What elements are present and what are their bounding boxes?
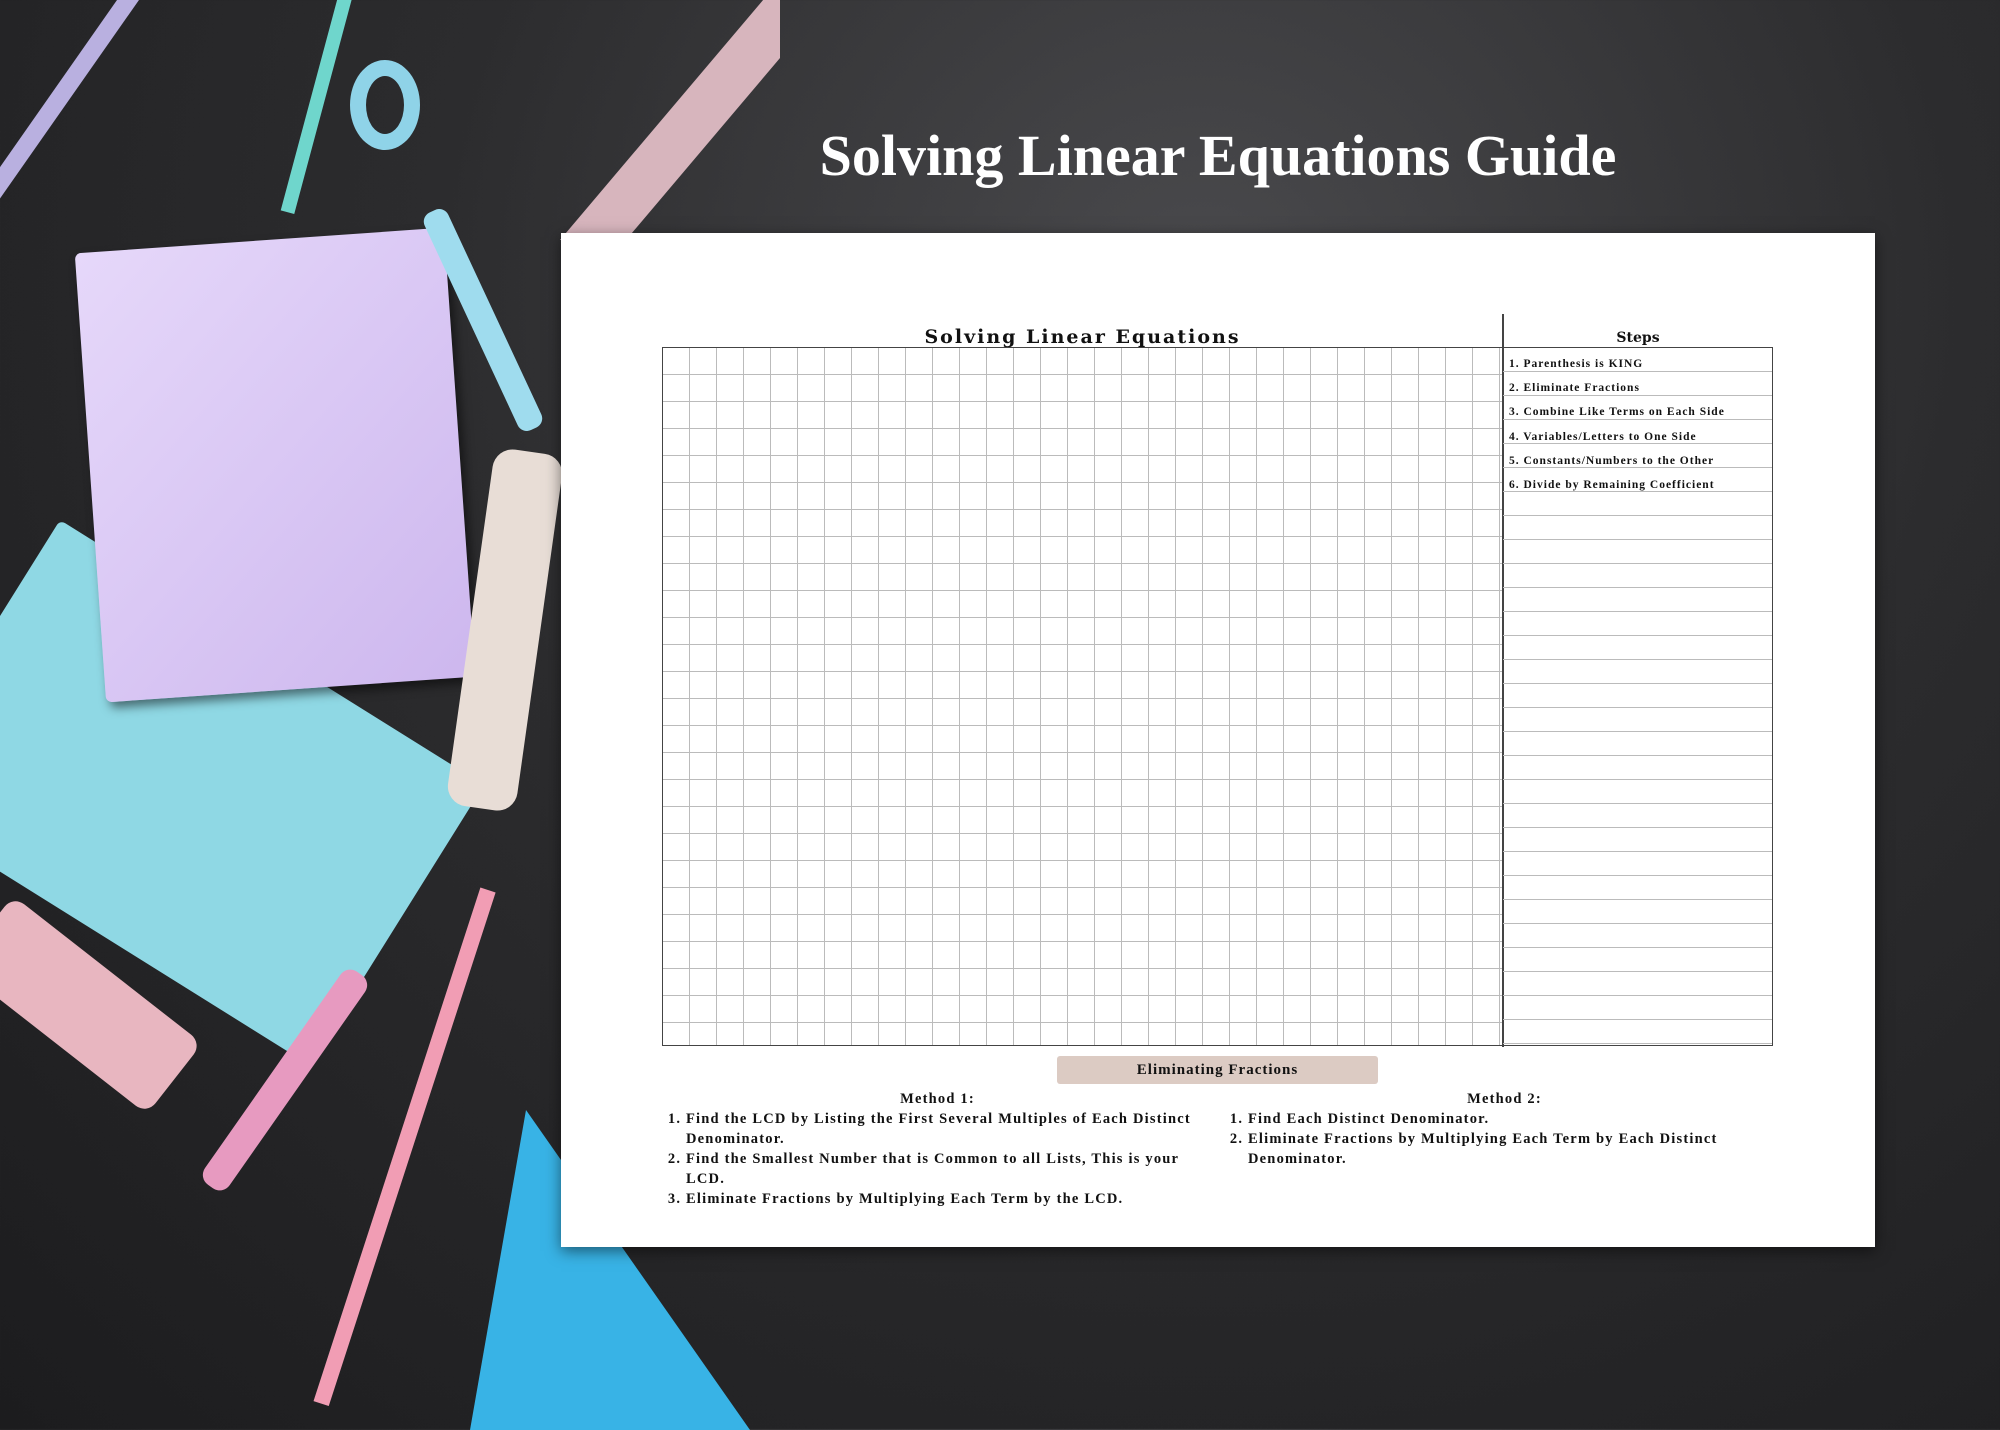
grid-title: Solving Linear Equations [924,326,1241,348]
step-item: 1. Parenthesis is KING [1509,358,1644,370]
step-item: 4. Variables/Letters to One Side [1509,430,1697,443]
method-1-item: Find the Smallest Number that is Common … [686,1149,1205,1189]
method-1-item: Eliminate Fractions by Multiplying Each … [686,1189,1205,1209]
step-item: 2. Eliminate Fractions [1509,382,1640,395]
method-1-title: Method 1: [900,1091,975,1107]
method-2-item: Find Each Distinct Denominator. [1248,1109,1777,1129]
page-title: Solving Linear Equations Guide [819,123,1617,188]
teal-pencil [280,0,354,214]
method-2-item: Eliminate Fractions by Multiplying Each … [1248,1129,1777,1169]
lilac-notebook [74,227,476,703]
step-item: 3. Combine Like Terms on Each Side [1509,406,1725,419]
scissors [350,60,420,150]
eliminating-fractions-banner: Eliminating Fractions [1057,1056,1378,1084]
column-divider [1502,314,1504,1047]
method-1: Method 1: Find the LCD by Listing the Fi… [670,1089,1205,1209]
step-item: 6. Divide by Remaining Coefficient [1509,478,1715,491]
method-2-title: Method 2: [1467,1091,1542,1107]
steps-title: Steps [1616,330,1660,346]
steps-panel: 1. Parenthesis is KING 2. Eliminate Frac… [1503,347,1773,1046]
step-item: 5. Constants/Numbers to the Other [1509,454,1715,467]
graph-paper-grid [662,347,1503,1046]
lavender-pen [0,0,157,213]
method-1-item: Find the LCD by Listing the First Severa… [686,1109,1205,1149]
method-2: Method 2: Find Each Distinct Denominator… [1232,1089,1777,1169]
pink-ruler [560,0,780,240]
